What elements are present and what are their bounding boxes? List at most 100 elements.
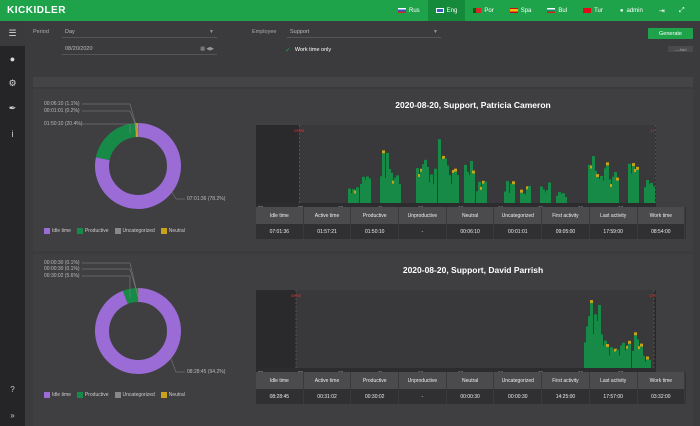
activity-bar <box>620 345 623 368</box>
generate-button[interactable]: Generate <box>648 28 693 39</box>
activity-bar <box>608 355 611 368</box>
neutral-bar <box>472 170 475 174</box>
activity-bar <box>588 164 591 203</box>
stats-value: 17:59:00 <box>589 224 638 239</box>
period-select[interactable]: Day ▼ <box>62 27 217 38</box>
activity-bar <box>590 303 593 368</box>
user-name: admin <box>626 7 643 14</box>
donut-slice-idle <box>95 288 181 374</box>
activity-bar <box>504 191 507 203</box>
app-logo[interactable]: KICKIDLER <box>7 5 66 16</box>
activity-bar <box>362 176 365 203</box>
stats-table: Idle time Active time Productive Unproducti… <box>256 207 686 239</box>
activity-bar <box>562 193 565 203</box>
chart-legend: Idle time Productive Uncategorized Neutral <box>44 228 185 234</box>
legend-item-idle[interactable]: Idle time <box>44 228 71 234</box>
legend-item-neutral[interactable]: Neutral <box>160 228 185 234</box>
off-hours-shade <box>256 125 300 203</box>
stats-header: Neutral <box>446 372 495 389</box>
stats-value: - <box>399 389 447 404</box>
activity-bar <box>598 179 601 203</box>
stats-header: Last activity <box>589 372 638 389</box>
activity-bar <box>604 168 607 203</box>
activity-bar <box>442 158 445 203</box>
legend-swatch <box>160 392 167 398</box>
help-icon[interactable]: ? <box>10 385 15 394</box>
neutral-bar <box>420 168 423 172</box>
tools-icon[interactable]: ✒ <box>8 103 17 113</box>
activity-bar <box>636 169 639 203</box>
activity-bar <box>422 164 425 203</box>
activity-bar <box>564 197 567 203</box>
legend-item-uncategorized[interactable]: Uncategorized <box>114 392 155 398</box>
date-value: 08/20/2020 <box>65 46 93 52</box>
activity-bar <box>638 349 641 368</box>
employee-select[interactable]: Support ▼ <box>287 27 441 38</box>
neutral-bar <box>418 173 421 177</box>
activity-bar <box>594 314 597 368</box>
legend-item-idle[interactable]: Idle time <box>44 392 71 398</box>
activity-bar <box>398 184 401 203</box>
activity-bar <box>602 345 605 368</box>
lang-rus[interactable]: Rus <box>390 0 428 21</box>
activity-bar <box>394 177 397 203</box>
activity-bar <box>510 183 513 203</box>
legend-swatch <box>44 392 50 398</box>
flag-icon <box>547 8 556 13</box>
work-time-checkbox[interactable]: ✓ Work time only <box>285 46 331 54</box>
pie-label: 00:01:01 (0.2%) <box>44 108 80 114</box>
stats-value: 00:00:30 <box>494 389 543 404</box>
settings-icon[interactable]: ⚙ <box>8 78 17 88</box>
legend-label: Neutral <box>168 228 185 234</box>
lang-eng[interactable]: Eng <box>427 0 466 21</box>
add-button[interactable]: — Add <box>668 46 693 52</box>
legend-item-uncategorized[interactable]: Uncategorized <box>114 228 155 234</box>
flag-icon <box>509 8 518 13</box>
lang-label: Spa <box>520 7 532 14</box>
lang-spa[interactable]: Spa <box>502 0 540 21</box>
expand-sidebar-icon[interactable]: » <box>10 411 15 420</box>
activity-bar <box>598 323 601 368</box>
lang-bul[interactable]: Bul <box>539 0 575 21</box>
activity-bar <box>646 359 649 368</box>
logout-icon[interactable]: ⇥ <box>658 7 665 15</box>
activity-bar <box>478 181 481 203</box>
info-icon[interactable]: i <box>11 128 14 139</box>
date-input[interactable]: 08/20/2020 ▦ ◀▶ <box>62 44 217 55</box>
lang-por[interactable]: Por <box>465 0 501 21</box>
users-icon[interactable]: ● <box>9 53 16 64</box>
activity-bar <box>606 346 609 368</box>
stats-header: Work time <box>637 372 686 389</box>
activity-bar <box>456 175 459 203</box>
activity-bar <box>522 193 525 203</box>
report-title: 2020-08-20, Support, Patricia Cameron <box>395 100 551 110</box>
user-menu[interactable]: ● admin <box>611 8 652 14</box>
activity-bar <box>380 176 383 203</box>
activity-bar <box>632 166 635 203</box>
activity-bar <box>366 176 369 203</box>
legend-item-neutral[interactable]: Neutral <box>160 392 185 398</box>
legend-item-productive[interactable]: Productive <box>76 228 109 234</box>
legend-label: Idle time <box>52 392 71 398</box>
stats-header: Uncategorized <box>494 207 543 224</box>
lang-label: Tur <box>594 7 603 14</box>
report-divider <box>33 77 693 87</box>
activity-bar <box>524 194 527 203</box>
lang-tur[interactable]: Tur <box>575 0 611 21</box>
fullscreen-icon[interactable]: ⤢ <box>679 6 685 14</box>
legend-label: Productive <box>84 392 109 398</box>
activity-bar <box>438 139 441 203</box>
user-icon: ● <box>619 7 624 14</box>
legend-item-productive[interactable]: Productive <box>76 392 109 398</box>
activity-bar <box>622 342 625 368</box>
activity-bar <box>446 165 449 203</box>
calendar-icon[interactable]: ▦ ◀▶ <box>200 46 214 52</box>
neutral-bar <box>520 189 523 193</box>
activity-bar <box>646 179 649 203</box>
activity-bar <box>628 163 631 203</box>
reports-icon[interactable]: ☰ <box>0 21 25 46</box>
legend-swatch <box>76 392 83 398</box>
sidebar: ☰ ● ⚙ ✒ i ? » <box>0 21 25 426</box>
activity-bar <box>608 179 611 203</box>
